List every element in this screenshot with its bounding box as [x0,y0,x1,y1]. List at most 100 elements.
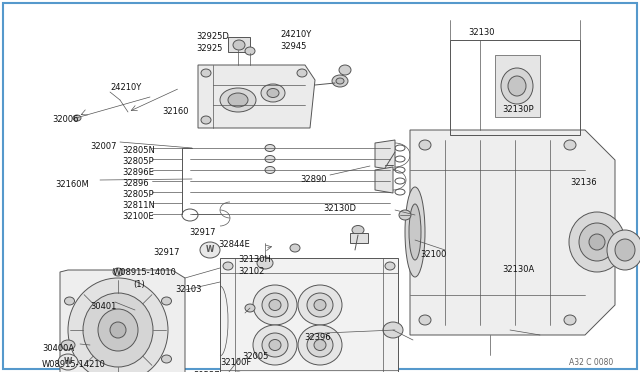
Text: 32396: 32396 [304,333,331,342]
Ellipse shape [257,257,273,269]
Ellipse shape [298,325,342,365]
Ellipse shape [501,68,533,104]
Ellipse shape [261,84,285,102]
Ellipse shape [569,212,625,272]
Text: 32925: 32925 [196,44,222,53]
Text: 32805N: 32805N [122,146,155,155]
Ellipse shape [297,69,307,77]
Ellipse shape [307,293,333,317]
Text: 32917: 32917 [153,248,179,257]
Ellipse shape [405,187,425,277]
Text: 32130P: 32130P [502,105,534,114]
Ellipse shape [409,204,421,260]
Text: 32136: 32136 [570,178,596,187]
Ellipse shape [383,322,403,338]
Text: 32160M: 32160M [55,180,89,189]
Polygon shape [375,167,393,193]
Text: 30401: 30401 [90,302,116,311]
Bar [228,37,250,52]
Ellipse shape [314,340,326,350]
Text: 30537: 30537 [193,371,220,372]
Ellipse shape [73,115,81,121]
Ellipse shape [269,340,281,350]
Ellipse shape [399,210,411,220]
Ellipse shape [113,268,123,276]
Text: 30400A: 30400A [42,344,74,353]
Bar [350,233,368,243]
Text: W08915-14210: W08915-14210 [42,360,106,369]
Text: W: W [206,246,214,254]
Ellipse shape [262,293,288,317]
Ellipse shape [564,140,576,150]
Bar [220,258,398,372]
Polygon shape [410,130,615,335]
Text: 32130: 32130 [468,28,495,37]
Text: 32811N: 32811N [122,201,155,210]
Ellipse shape [110,322,126,338]
Text: 32100F: 32100F [220,358,252,367]
Ellipse shape [253,285,297,325]
Text: 32805P: 32805P [122,157,154,166]
Ellipse shape [352,225,364,234]
Ellipse shape [253,325,297,365]
Text: 32005: 32005 [242,352,268,361]
Ellipse shape [307,333,333,357]
Ellipse shape [607,230,640,270]
Text: (1): (1) [133,280,145,289]
Text: 32100E: 32100E [122,212,154,221]
Ellipse shape [262,333,288,357]
Ellipse shape [161,297,172,305]
Ellipse shape [98,309,138,351]
Ellipse shape [339,65,351,75]
Ellipse shape [220,88,256,112]
Ellipse shape [201,69,211,77]
Ellipse shape [161,355,172,363]
Ellipse shape [65,297,74,305]
Ellipse shape [269,299,281,311]
Text: 32103: 32103 [175,285,202,294]
Ellipse shape [61,340,75,350]
Bar [450,40,580,135]
Ellipse shape [615,239,635,261]
Text: 32130D: 32130D [323,204,356,213]
Text: 32945: 32945 [280,42,307,51]
Ellipse shape [419,315,431,325]
Polygon shape [60,270,185,372]
Ellipse shape [201,116,211,124]
Ellipse shape [68,278,168,372]
Ellipse shape [290,244,300,252]
Text: 32130H: 32130H [238,255,271,264]
Text: 24210Y: 24210Y [280,30,311,39]
Text: 32805P: 32805P [122,190,154,199]
Ellipse shape [508,76,526,96]
Text: W: W [64,357,72,366]
Ellipse shape [336,78,344,84]
Ellipse shape [265,155,275,163]
Ellipse shape [589,234,605,250]
Ellipse shape [419,140,431,150]
Text: 32102: 32102 [238,267,264,276]
Text: 24210Y: 24210Y [110,83,141,92]
Text: 32160: 32160 [162,107,189,116]
Ellipse shape [58,354,78,370]
Text: 32896: 32896 [122,179,148,188]
Text: 32006: 32006 [52,115,79,124]
Ellipse shape [385,262,395,270]
Text: A32 C 0080: A32 C 0080 [569,358,613,367]
Ellipse shape [564,315,576,325]
Text: 32917: 32917 [189,228,216,237]
Polygon shape [375,140,395,170]
Ellipse shape [245,304,255,312]
Text: 32130A: 32130A [502,265,534,274]
Polygon shape [198,65,315,128]
Text: 32007: 32007 [90,142,116,151]
Ellipse shape [83,293,153,367]
Ellipse shape [265,144,275,151]
Ellipse shape [228,93,248,107]
Ellipse shape [579,223,615,261]
Ellipse shape [200,242,220,258]
Text: 32925D: 32925D [196,32,229,41]
Bar [495,55,540,117]
Ellipse shape [314,299,326,311]
Text: 32844E: 32844E [218,240,250,249]
